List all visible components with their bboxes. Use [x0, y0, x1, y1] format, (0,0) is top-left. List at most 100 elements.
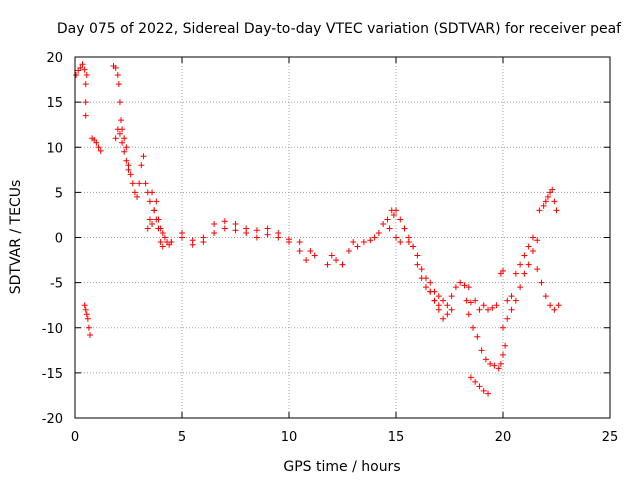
- data-point: [118, 117, 125, 124]
- data-point: [487, 360, 494, 367]
- data-point: [136, 180, 143, 187]
- data-point: [367, 237, 374, 244]
- data-point: [123, 157, 130, 164]
- data-point: [85, 324, 92, 331]
- y-tick-label: -15: [42, 367, 63, 382]
- data-point: [138, 162, 145, 169]
- data-point: [159, 243, 166, 250]
- data-point: [115, 81, 122, 88]
- data-point: [159, 229, 166, 236]
- data-point: [485, 390, 492, 397]
- data-point: [354, 243, 361, 250]
- data-point: [333, 257, 340, 264]
- data-point: [427, 279, 434, 286]
- data-point: [480, 302, 487, 309]
- data-point: [82, 306, 89, 313]
- data-point: [155, 225, 162, 232]
- data-point: [73, 72, 80, 79]
- data-point: [542, 293, 549, 300]
- y-tick-label: 0: [55, 232, 63, 247]
- x-tick-label: 10: [281, 430, 298, 445]
- data-point: [397, 216, 404, 223]
- data-point: [82, 81, 89, 88]
- data-point: [467, 374, 474, 381]
- data-point: [83, 72, 90, 79]
- data-point: [93, 139, 100, 146]
- data-point: [97, 147, 104, 154]
- data-point: [538, 279, 545, 286]
- data-point: [112, 135, 119, 142]
- data-point: [465, 284, 472, 291]
- data-point: [452, 284, 459, 291]
- data-point: [551, 306, 558, 313]
- data-point: [393, 207, 399, 214]
- data-point: [470, 324, 477, 331]
- data-point: [440, 297, 447, 304]
- x-tick-label: 20: [495, 430, 512, 445]
- data-point: [491, 362, 498, 369]
- data-point: [129, 180, 136, 187]
- data-point: [551, 198, 558, 205]
- data-point: [375, 229, 382, 236]
- data-point: [401, 225, 408, 232]
- data-point: [497, 360, 504, 367]
- data-point: [397, 239, 404, 246]
- data-point: [540, 202, 547, 209]
- data-point: [517, 261, 524, 268]
- data-point: [142, 180, 149, 187]
- x-axis-label: GPS time / hours: [283, 459, 400, 475]
- data-point: [393, 234, 399, 241]
- y-axis-label: SDTVAR / TECUs: [8, 180, 24, 295]
- y-tick-label: -5: [50, 277, 63, 292]
- data-point: [221, 218, 228, 225]
- data-point: [422, 284, 429, 291]
- x-tick-label: 0: [71, 430, 79, 445]
- data-point: [521, 252, 528, 259]
- data-point: [232, 220, 239, 227]
- data-point: [179, 229, 185, 236]
- data-point: [232, 227, 239, 234]
- data-point: [303, 257, 310, 264]
- x-tick-label: 15: [388, 430, 405, 445]
- data-point: [482, 356, 489, 363]
- data-point: [146, 198, 153, 205]
- data-point: [153, 198, 160, 205]
- data-point: [521, 270, 528, 277]
- data-point: [457, 279, 464, 286]
- data-point: [121, 135, 128, 142]
- data-point: [440, 315, 447, 322]
- data-point: [81, 302, 88, 309]
- y-tick-label: 5: [55, 186, 63, 201]
- data-point: [211, 229, 218, 236]
- data-point: [414, 261, 421, 268]
- data-point: [485, 306, 492, 313]
- data-point: [121, 148, 128, 155]
- data-point: [286, 239, 292, 246]
- y-tick-label: 10: [46, 141, 63, 156]
- data-point: [243, 225, 250, 232]
- chart-title: Day 075 of 2022, Sidereal Day-to-day VTE…: [57, 21, 622, 37]
- data-point: [116, 130, 123, 137]
- data-point: [448, 293, 455, 300]
- data-point: [493, 302, 500, 309]
- data-point: [504, 315, 511, 322]
- data-point: [211, 220, 218, 227]
- data-point: [116, 99, 123, 106]
- data-point: [553, 207, 560, 214]
- data-point: [529, 248, 536, 255]
- data-point: [82, 99, 89, 106]
- data-point: [149, 189, 156, 196]
- data-point: [200, 239, 207, 246]
- data-point: [83, 311, 90, 318]
- data-point: [275, 229, 282, 236]
- x-tick-label: 25: [602, 430, 619, 445]
- data-point: [151, 207, 158, 214]
- data-point: [525, 261, 532, 268]
- data-point: [502, 342, 509, 349]
- data-point: [371, 234, 378, 241]
- data-point: [444, 302, 451, 309]
- data-point: [549, 186, 556, 193]
- data-point: [390, 211, 397, 218]
- data-point: [476, 306, 483, 313]
